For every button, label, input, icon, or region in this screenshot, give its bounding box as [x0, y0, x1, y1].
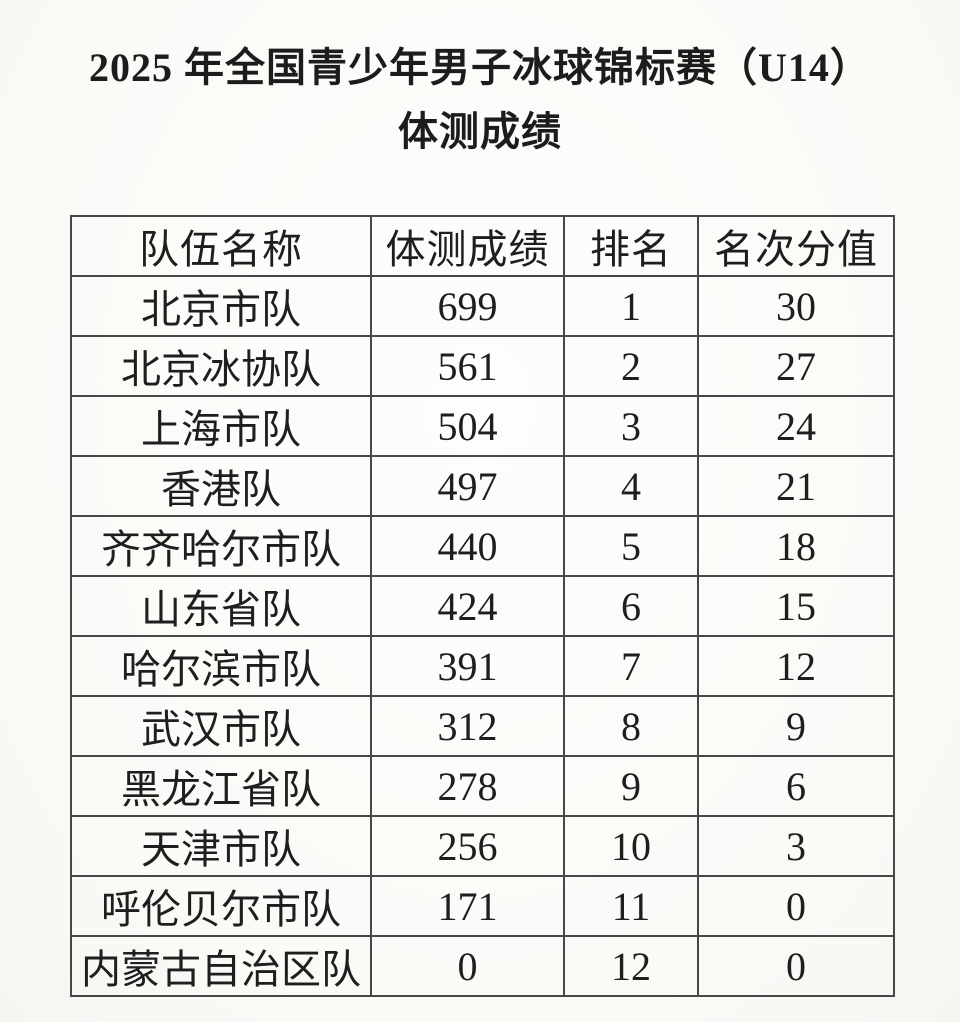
points-cell: 6 — [697, 755, 895, 817]
table-row: 山东省队 424 6 15 — [70, 575, 895, 637]
points-cell: 24 — [697, 395, 895, 457]
score-cell: 440 — [370, 515, 565, 577]
score-cell: 699 — [370, 275, 565, 337]
table-row: 上海市队 504 3 24 — [70, 395, 895, 457]
title-line-2: 体测成绩 — [398, 109, 562, 154]
table-row: 齐齐哈尔市队 440 5 18 — [70, 515, 895, 577]
table-row: 北京冰协队 561 2 27 — [70, 335, 895, 397]
team-name-cell: 哈尔滨市队 — [70, 635, 372, 697]
score-cell: 424 — [370, 575, 565, 637]
score-cell: 278 — [370, 755, 565, 817]
team-name-cell: 内蒙古自治区队 — [70, 935, 372, 997]
table-header: 队伍名称 体测成绩 排名 名次分值 — [70, 215, 895, 277]
table-row: 呼伦贝尔市队 171 11 0 — [70, 875, 895, 937]
rank-cell: 1 — [563, 275, 699, 337]
team-name-cell: 香港队 — [70, 455, 372, 517]
score-cell: 504 — [370, 395, 565, 457]
points-cell: 30 — [697, 275, 895, 337]
team-name-cell: 北京冰协队 — [70, 335, 372, 397]
points-cell: 0 — [697, 875, 895, 937]
rank-cell: 6 — [563, 575, 699, 637]
points-cell: 3 — [697, 815, 895, 877]
rank-cell: 2 — [563, 335, 699, 397]
rank-cell: 12 — [563, 935, 699, 997]
team-name-cell: 上海市队 — [70, 395, 372, 457]
header-row: 队伍名称 体测成绩 排名 名次分值 — [70, 215, 895, 277]
rank-cell: 3 — [563, 395, 699, 457]
score-cell: 497 — [370, 455, 565, 517]
team-name-cell: 山东省队 — [70, 575, 372, 637]
table-row: 武汉市队 312 8 9 — [70, 695, 895, 757]
points-cell: 21 — [697, 455, 895, 517]
points-cell: 18 — [697, 515, 895, 577]
results-table: 队伍名称 体测成绩 排名 名次分值 北京市队 699 1 30 北京冰协队 56… — [70, 215, 895, 997]
rank-cell: 7 — [563, 635, 699, 697]
table-row: 内蒙古自治区队 0 12 0 — [70, 935, 895, 997]
points-cell: 15 — [697, 575, 895, 637]
table-body: 北京市队 699 1 30 北京冰协队 561 2 27 上海市队 504 3 … — [70, 275, 895, 997]
column-header-points: 名次分值 — [697, 215, 895, 277]
team-name-cell: 天津市队 — [70, 815, 372, 877]
points-cell: 12 — [697, 635, 895, 697]
rank-cell: 10 — [563, 815, 699, 877]
column-header-rank: 排名 — [563, 215, 699, 277]
rank-cell: 9 — [563, 755, 699, 817]
rank-cell: 4 — [563, 455, 699, 517]
score-cell: 171 — [370, 875, 565, 937]
points-cell: 0 — [697, 935, 895, 997]
points-cell: 9 — [697, 695, 895, 757]
team-name-cell: 呼伦贝尔市队 — [70, 875, 372, 937]
table-row: 香港队 497 4 21 — [70, 455, 895, 517]
rank-cell: 11 — [563, 875, 699, 937]
table-row: 黑龙江省队 278 9 6 — [70, 755, 895, 817]
score-cell: 256 — [370, 815, 565, 877]
document-title: 2025 年全国青少年男子冰球锦标赛（U14） 体测成绩 — [0, 0, 960, 164]
column-header-team: 队伍名称 — [70, 215, 372, 277]
team-name-cell: 黑龙江省队 — [70, 755, 372, 817]
column-header-score: 体测成绩 — [370, 215, 565, 277]
points-cell: 27 — [697, 335, 895, 397]
rank-cell: 5 — [563, 515, 699, 577]
score-cell: 0 — [370, 935, 565, 997]
title-line-1: 2025 年全国青少年男子冰球锦标赛（U14） — [89, 45, 871, 90]
score-cell: 391 — [370, 635, 565, 697]
score-cell: 312 — [370, 695, 565, 757]
team-name-cell: 齐齐哈尔市队 — [70, 515, 372, 577]
score-cell: 561 — [370, 335, 565, 397]
team-name-cell: 北京市队 — [70, 275, 372, 337]
table-row: 天津市队 256 10 3 — [70, 815, 895, 877]
table-row: 哈尔滨市队 391 7 12 — [70, 635, 895, 697]
team-name-cell: 武汉市队 — [70, 695, 372, 757]
rank-cell: 8 — [563, 695, 699, 757]
table-row: 北京市队 699 1 30 — [70, 275, 895, 337]
